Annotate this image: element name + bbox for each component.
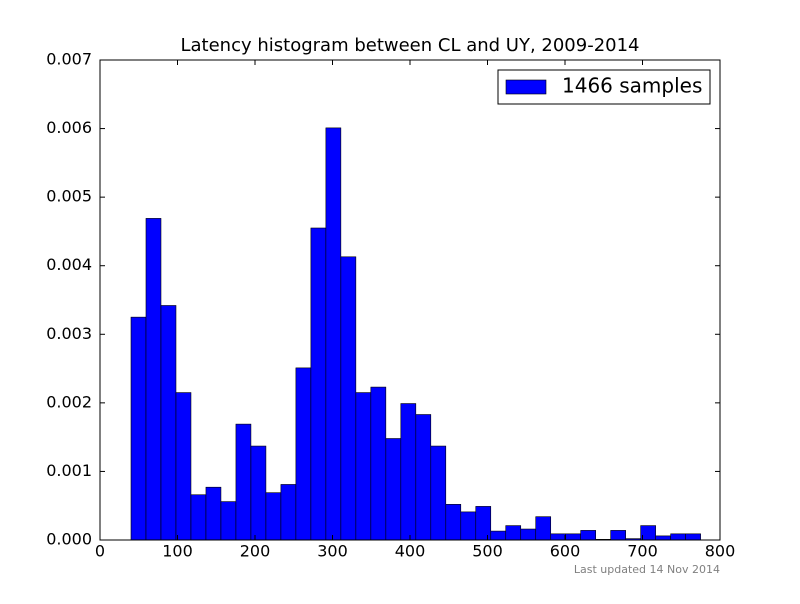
bar — [670, 533, 686, 541]
bar — [340, 256, 357, 541]
bar — [655, 535, 671, 541]
bar — [220, 501, 237, 541]
bar — [490, 530, 507, 541]
bar — [430, 445, 447, 541]
bar — [460, 511, 477, 541]
bar — [280, 484, 297, 541]
x-tick-label: 200 — [240, 542, 271, 561]
legend-label: 1466 samples — [562, 74, 702, 98]
x-tick-label: 700 — [627, 542, 658, 561]
bar — [475, 506, 492, 541]
x-tick-label: 500 — [472, 542, 503, 561]
x-tick-label: 800 — [705, 542, 736, 561]
bar — [235, 423, 252, 541]
bar — [400, 403, 417, 541]
bar — [130, 316, 147, 541]
bar — [205, 486, 222, 541]
bar — [520, 528, 537, 541]
bar — [385, 438, 402, 541]
legend-swatch — [505, 79, 547, 95]
bar — [610, 530, 626, 541]
y-tick-label: 0.003 — [46, 324, 92, 343]
bar — [580, 530, 596, 541]
y-tick-label: 0.007 — [46, 50, 92, 69]
bar — [370, 386, 387, 541]
y-tick-label: 0.005 — [46, 187, 92, 206]
bar — [505, 525, 522, 541]
y-tick-label: 0.000 — [46, 530, 92, 549]
bar — [550, 533, 567, 541]
bar — [145, 218, 162, 541]
bar — [355, 392, 372, 541]
bar — [250, 445, 267, 541]
x-tick-label: 400 — [395, 542, 426, 561]
x-tick-label: 0 — [95, 542, 105, 561]
bar — [565, 533, 582, 541]
bar — [175, 392, 192, 541]
bar — [295, 367, 312, 541]
y-tick-label: 0.006 — [46, 118, 92, 137]
footnote: Last updated 14 Nov 2014 — [574, 563, 720, 576]
bar — [310, 227, 327, 541]
y-tick-label: 0.002 — [46, 392, 92, 411]
bar — [265, 492, 282, 541]
x-tick-label: 300 — [317, 542, 348, 561]
chart-title: Latency histogram between CL and UY, 200… — [180, 35, 639, 56]
bar — [415, 414, 432, 541]
bar — [535, 516, 552, 541]
bar — [685, 533, 701, 541]
bar — [325, 127, 342, 541]
y-tick-label: 0.004 — [46, 255, 92, 274]
bar — [190, 494, 207, 541]
bar — [445, 504, 462, 541]
bar — [160, 305, 177, 541]
x-tick-label: 100 — [162, 542, 193, 561]
x-tick-label: 600 — [550, 542, 581, 561]
y-tick-label: 0.001 — [46, 461, 92, 480]
